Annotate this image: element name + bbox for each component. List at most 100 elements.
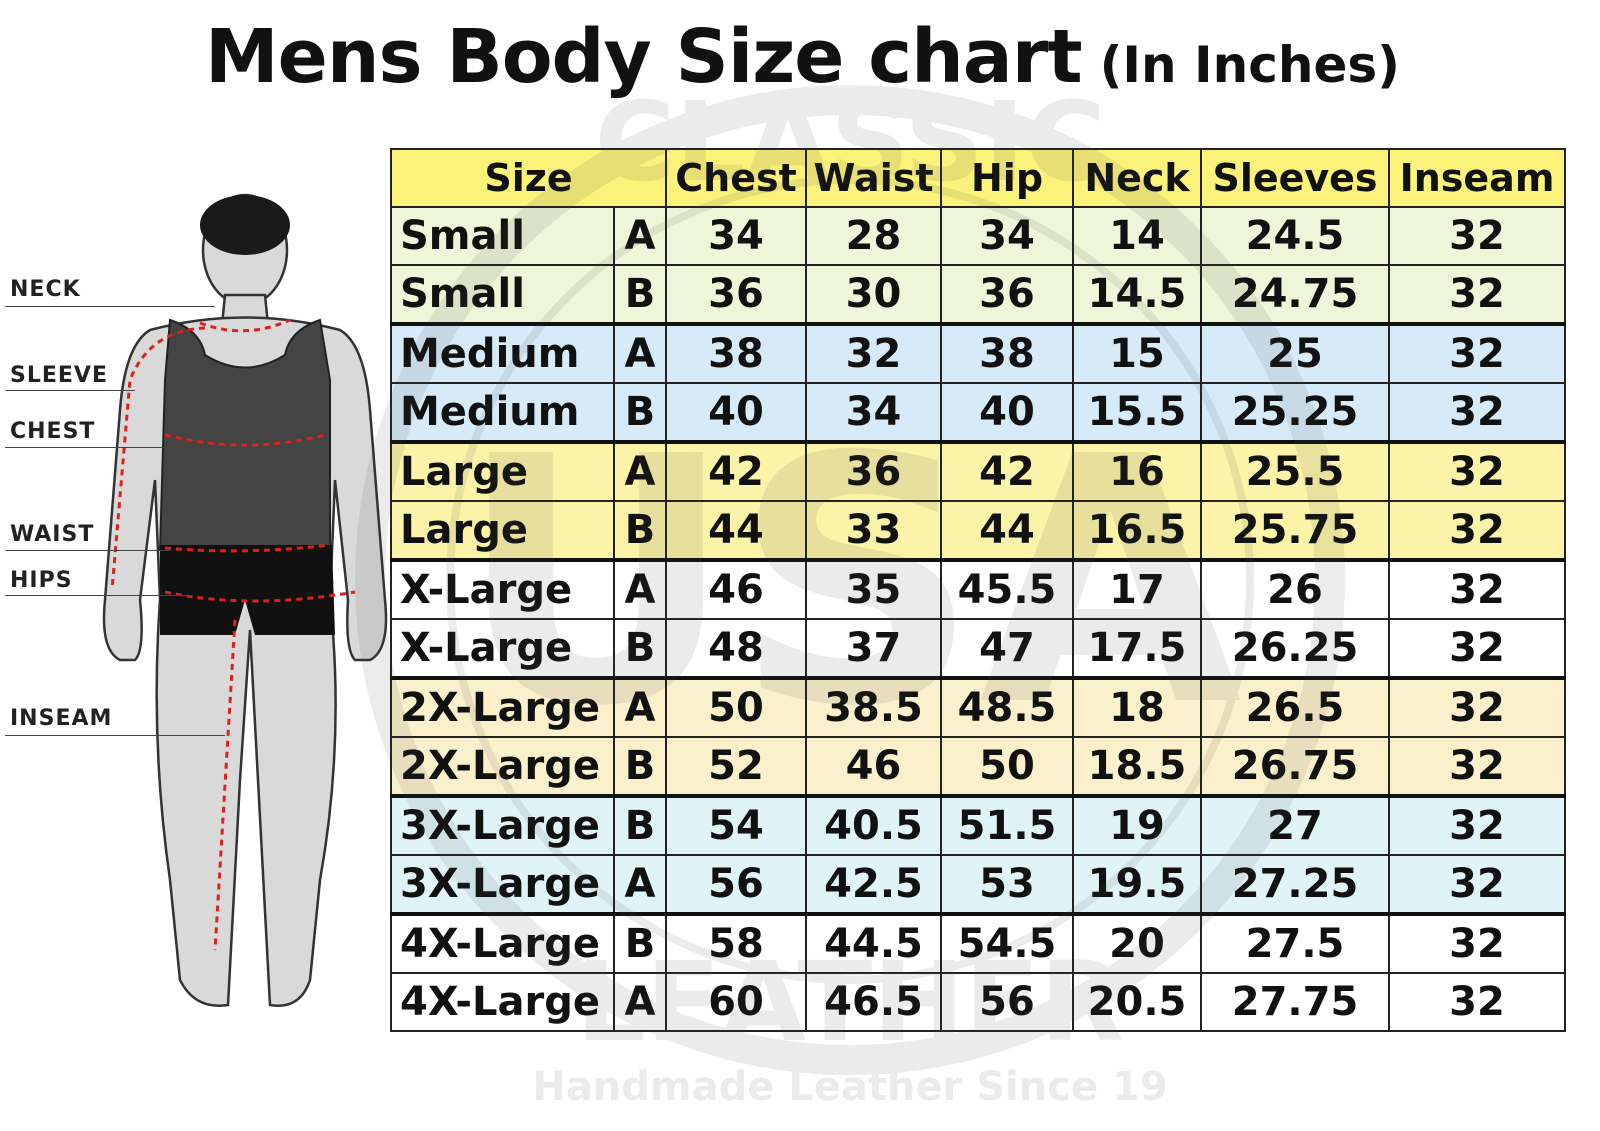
size-name-cell: 3X-Large — [390, 854, 615, 916]
chart-title: Mens Body Size chart (In Inches) — [205, 14, 1400, 100]
sleeves-cell: 25.25 — [1200, 382, 1391, 444]
neck-cell: 17 — [1072, 559, 1203, 620]
waist-cell: 33 — [805, 500, 943, 562]
inseam-cell: 32 — [1388, 382, 1567, 444]
inseam-cell: 32 — [1388, 323, 1567, 384]
size-name-cell: 2X-Large — [390, 677, 615, 738]
neck-cell: 15 — [1072, 323, 1203, 384]
table-row: Small A 34 28 34 14 24.5 32 — [390, 206, 1567, 266]
sleeves-cell: 26.75 — [1200, 736, 1391, 798]
sleeves-cell: 25.5 — [1200, 441, 1391, 502]
header-inseam: Inseam — [1388, 148, 1567, 208]
fit-cell: A — [612, 441, 668, 502]
table-row: Large B 44 33 44 16.5 25.75 32 — [390, 500, 1567, 562]
chest-cell: 46 — [665, 559, 808, 620]
body-silhouette-icon — [102, 193, 388, 1007]
size-name-cell: Large — [390, 500, 615, 562]
chest-cell: 48 — [665, 618, 808, 680]
neck-cell: 14.5 — [1072, 264, 1203, 326]
waist-cell: 42.5 — [805, 854, 943, 916]
label-waist: WAIST — [10, 522, 95, 547]
chest-line — [5, 447, 245, 448]
fit-cell: B — [612, 618, 668, 680]
chest-cell: 38 — [665, 323, 808, 384]
size-name-cell: Small — [390, 206, 615, 266]
label-chest: CHEST — [10, 419, 96, 444]
table-row: Medium A 38 32 38 15 25 32 — [390, 323, 1567, 384]
hip-cell: 45.5 — [940, 559, 1075, 620]
sleeves-cell: 26.5 — [1200, 677, 1391, 738]
table-row: Medium B 40 34 40 15.5 25.25 32 — [390, 382, 1567, 444]
chest-cell: 40 — [665, 382, 808, 444]
neck-cell: 18.5 — [1072, 736, 1203, 798]
watermark-tagline: Handmade Leather Since 19 — [532, 1064, 1167, 1110]
table-row: 3X-Large A 56 42.5 53 19.5 27.25 32 — [390, 854, 1567, 916]
hips-line — [5, 595, 190, 596]
inseam-cell: 32 — [1388, 264, 1567, 326]
fit-cell: B — [612, 382, 668, 444]
chest-cell: 60 — [665, 972, 808, 1032]
fit-cell: B — [612, 795, 668, 856]
inseam-cell: 32 — [1388, 618, 1567, 680]
sleeves-cell: 25.75 — [1200, 500, 1391, 562]
header-size: Size — [389, 148, 668, 208]
sleeves-cell: 26 — [1200, 559, 1391, 620]
sleeves-cell: 24.5 — [1200, 206, 1391, 266]
header-hip: Hip — [940, 148, 1075, 208]
hip-cell: 51.5 — [940, 795, 1075, 856]
inseam-cell: 32 — [1388, 972, 1567, 1032]
hip-cell: 47 — [940, 618, 1075, 680]
inseam-cell: 32 — [1388, 913, 1567, 974]
sleeves-cell: 27.5 — [1200, 913, 1391, 974]
waist-cell: 35 — [805, 559, 943, 620]
inseam-line — [5, 735, 225, 736]
waist-cell: 28 — [805, 206, 943, 266]
neck-line — [5, 306, 215, 307]
table-row: X-Large A 46 35 45.5 17 26 32 — [390, 559, 1567, 620]
title-unit: (In Inches) — [1099, 36, 1400, 94]
hip-cell: 50 — [940, 736, 1075, 798]
hip-cell: 56 — [940, 972, 1075, 1032]
fit-cell: A — [612, 972, 668, 1032]
fit-cell: A — [612, 677, 668, 738]
hip-cell: 42 — [940, 441, 1075, 502]
header-waist: Waist — [805, 148, 943, 208]
table-row: Small B 36 30 36 14.5 24.75 32 — [390, 264, 1567, 326]
neck-cell: 20.5 — [1072, 972, 1203, 1032]
chest-cell: 56 — [665, 854, 808, 916]
neck-cell: 19 — [1072, 795, 1203, 856]
hip-cell: 44 — [940, 500, 1075, 562]
neck-cell: 19.5 — [1072, 854, 1203, 916]
sleeves-cell: 25 — [1200, 323, 1391, 384]
neck-cell: 15.5 — [1072, 382, 1203, 444]
table-row: 4X-Large B 58 44.5 54.5 20 27.5 32 — [390, 913, 1567, 974]
table-row: 4X-Large A 60 46.5 56 20.5 27.75 32 — [390, 972, 1567, 1032]
label-sleeve: SLEEVE — [10, 363, 108, 388]
hip-cell: 34 — [940, 206, 1075, 266]
waist-cell: 46.5 — [805, 972, 943, 1032]
waist-cell: 37 — [805, 618, 943, 680]
waist-line — [5, 550, 170, 551]
waist-cell: 34 — [805, 382, 943, 444]
neck-cell: 20 — [1072, 913, 1203, 974]
label-hips: HIPS — [10, 568, 73, 593]
label-inseam: INSEAM — [10, 706, 113, 731]
fit-cell: B — [612, 913, 668, 974]
header-neck: Neck — [1072, 148, 1203, 208]
chest-cell: 52 — [665, 736, 808, 798]
chest-cell: 36 — [665, 264, 808, 326]
waist-cell: 30 — [805, 264, 943, 326]
neck-cell: 18 — [1072, 677, 1203, 738]
waist-cell: 36 — [805, 441, 943, 502]
size-name-cell: 3X-Large — [390, 795, 615, 856]
waist-cell: 40.5 — [805, 795, 943, 856]
size-name-cell: Large — [390, 441, 615, 502]
waist-cell: 44.5 — [805, 913, 943, 974]
chest-cell: 58 — [665, 913, 808, 974]
size-name-cell: 4X-Large — [390, 972, 615, 1032]
sleeves-cell: 26.25 — [1200, 618, 1391, 680]
fit-cell: B — [612, 500, 668, 562]
table-row: 2X-Large A 50 38.5 48.5 18 26.5 32 — [390, 677, 1567, 738]
inseam-cell: 32 — [1388, 500, 1567, 562]
header-row: Size Chest Waist Hip Neck Sleeves Inseam — [389, 148, 1567, 208]
